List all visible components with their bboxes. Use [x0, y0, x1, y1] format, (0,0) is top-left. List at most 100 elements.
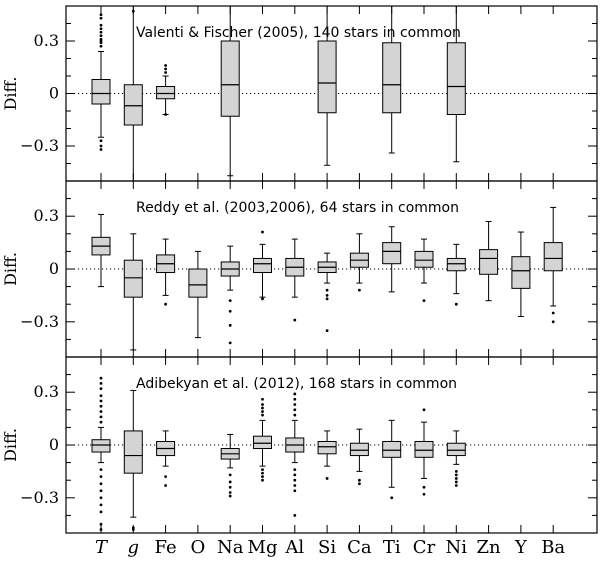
panel-2-title: Reddy et al. (2003,2006), 64 stars in co…	[136, 200, 459, 216]
panel-3-al-outlier-3	[293, 403, 297, 406]
panel-3-mg-outlier-5	[261, 397, 264, 401]
xtick-label-ni: Ni	[446, 537, 468, 558]
xtick-label-t: T	[95, 537, 109, 558]
panel-2-cr-box	[414, 250, 434, 268]
panel-3-ytick-label: 0	[49, 435, 59, 454]
panel-2-ni-box	[446, 257, 466, 272]
panel-3-ni-outlier-1	[454, 470, 458, 473]
xtick-label-cr: Cr	[413, 537, 436, 558]
panel-3-mg-box	[253, 435, 272, 450]
panel-3-t-outlier-17	[99, 522, 103, 526]
panel-2-ytick-label: 0	[49, 259, 59, 278]
panel-3-al-outlier-10	[293, 489, 297, 493]
panel-3-ni-outlier-3	[454, 477, 458, 480]
panel-3-t-outlier-7	[99, 387, 103, 391]
xtick-label-si: Si	[318, 537, 336, 558]
xtick-label-na: Na	[217, 537, 244, 558]
panel-3-al-outlier-1	[293, 413, 297, 417]
panel-2-o-box	[188, 268, 208, 298]
panel-1-ni-box	[446, 42, 466, 115]
panel-3-title: Adibekyan et al. (2012), 168 stars in co…	[136, 376, 457, 392]
panel-3-ni-outlier-5	[454, 484, 458, 487]
panel-2-na-outlier-3	[228, 323, 232, 327]
panel-1-t-outlier-11	[99, 139, 103, 143]
panel-3-si-box	[317, 440, 337, 455]
panel-2-cr-outlier-1	[422, 299, 426, 303]
panel-1-t-outlier-6	[99, 30, 103, 34]
panel-1-ytick-label: 0.3	[34, 31, 59, 50]
panel-3-ni-outlier-4	[454, 480, 458, 484]
panel-3-al-outlier-7	[293, 473, 297, 477]
panel-1-ylabel: Diff.	[1, 77, 20, 111]
panel-3-ni-outlier-2	[454, 473, 458, 477]
panel-3-mg-outlier-8	[261, 475, 264, 479]
panel-2-si-outlier-4	[325, 329, 329, 332]
panel-3-na-outlier-3	[228, 485, 232, 489]
panel-3-ca-outlier-1	[358, 478, 361, 482]
panel-1-ytick-label: 0	[49, 84, 59, 103]
xtick-label-g: g	[128, 537, 140, 558]
xtick-label-al: Al	[284, 537, 304, 558]
panel-3-fe-outlier-1	[164, 475, 168, 479]
panel-1-t-box	[91, 79, 111, 105]
panel-1-fe-outlier-3	[164, 64, 168, 67]
panel-2-ni-outlier-1	[454, 302, 458, 306]
panel-2-al-outlier-1	[293, 318, 297, 322]
panel-2-na-outlier-4	[228, 341, 232, 345]
panel-1-ti-box	[382, 42, 402, 114]
panel-3-na-outlier-2	[228, 480, 232, 484]
panel-3-t-outlier-5	[99, 399, 103, 403]
panel-2-ytick-label: 0.3	[34, 206, 59, 225]
panel-2-y-box	[511, 256, 531, 289]
panel-2-ylabel: Diff.	[1, 252, 20, 286]
panel-3-mg-outlier-6	[261, 468, 264, 472]
panel-2-ba-box	[543, 242, 563, 272]
panel-1-t-outlier-5	[99, 34, 103, 38]
xtick-label-ba: Ba	[541, 537, 565, 558]
xtick-label-fe: Fe	[155, 537, 177, 558]
panel-3-t-outlier-6	[99, 394, 103, 398]
panel-2-g-box	[123, 259, 143, 298]
panel-3-al-outlier-5	[293, 392, 297, 396]
xtick-label-o: O	[191, 537, 206, 558]
panel-3-t-outlier-13	[99, 489, 103, 493]
panel-3-t-outlier-1	[99, 420, 103, 424]
panel-2-zn-box	[479, 249, 499, 275]
panel-3-t-outlier-2	[99, 415, 103, 419]
panel-1-t-outlier-13	[99, 148, 103, 151]
panel-3-fe-outlier-2	[164, 484, 168, 487]
panel-3-ca-outlier-2	[358, 482, 361, 486]
panel-3-cr-outlier-2	[422, 485, 426, 489]
panel-3-t-outlier-4	[99, 404, 103, 408]
xtick-label-mg: Mg	[248, 537, 278, 558]
panel-2-fe-outlier-1	[164, 302, 168, 306]
panel-1-t-outlier-10	[99, 13, 103, 17]
panel-3-al-outlier-8	[293, 478, 297, 482]
panel-3-ti-box	[382, 440, 402, 458]
panel-2-si-outlier-2	[325, 294, 329, 297]
panel-3-t-outlier-9	[99, 376, 103, 380]
xtick-label-y: Y	[514, 537, 528, 558]
panel-3-cr-outlier-1	[422, 408, 426, 412]
panel-3-cr-box	[414, 440, 434, 458]
panel-2-mg-box	[253, 257, 272, 274]
panel-3-al-outlier-11	[293, 514, 297, 517]
panel-3-ca-box	[349, 442, 369, 457]
panel-3-ytick-label: −0.3	[20, 488, 59, 507]
panel-3-t-outlier-14	[99, 496, 103, 500]
panel-3-t-outlier-8	[99, 382, 103, 385]
panel-3-al-outlier-6	[293, 468, 297, 472]
panel-1-t-outlier-9	[99, 16, 103, 20]
panel-2-mg-outlier-2	[261, 297, 264, 301]
panel-1-t-outlier-1	[99, 44, 103, 48]
panel-3-mg-outlier-3	[261, 406, 264, 410]
panel-3-ytick-label: 0.3	[34, 382, 59, 401]
panel-2-si-outlier-1	[325, 288, 329, 292]
panel-3-si-outlier-1	[325, 477, 329, 480]
panel-2-na-outlier-2	[228, 309, 232, 313]
panel-3-t-outlier-15	[99, 503, 103, 507]
panel-2-si-outlier-3	[325, 297, 329, 301]
panel-1-t-outlier-12	[99, 144, 103, 148]
xtick-label-zn: Zn	[477, 537, 502, 558]
